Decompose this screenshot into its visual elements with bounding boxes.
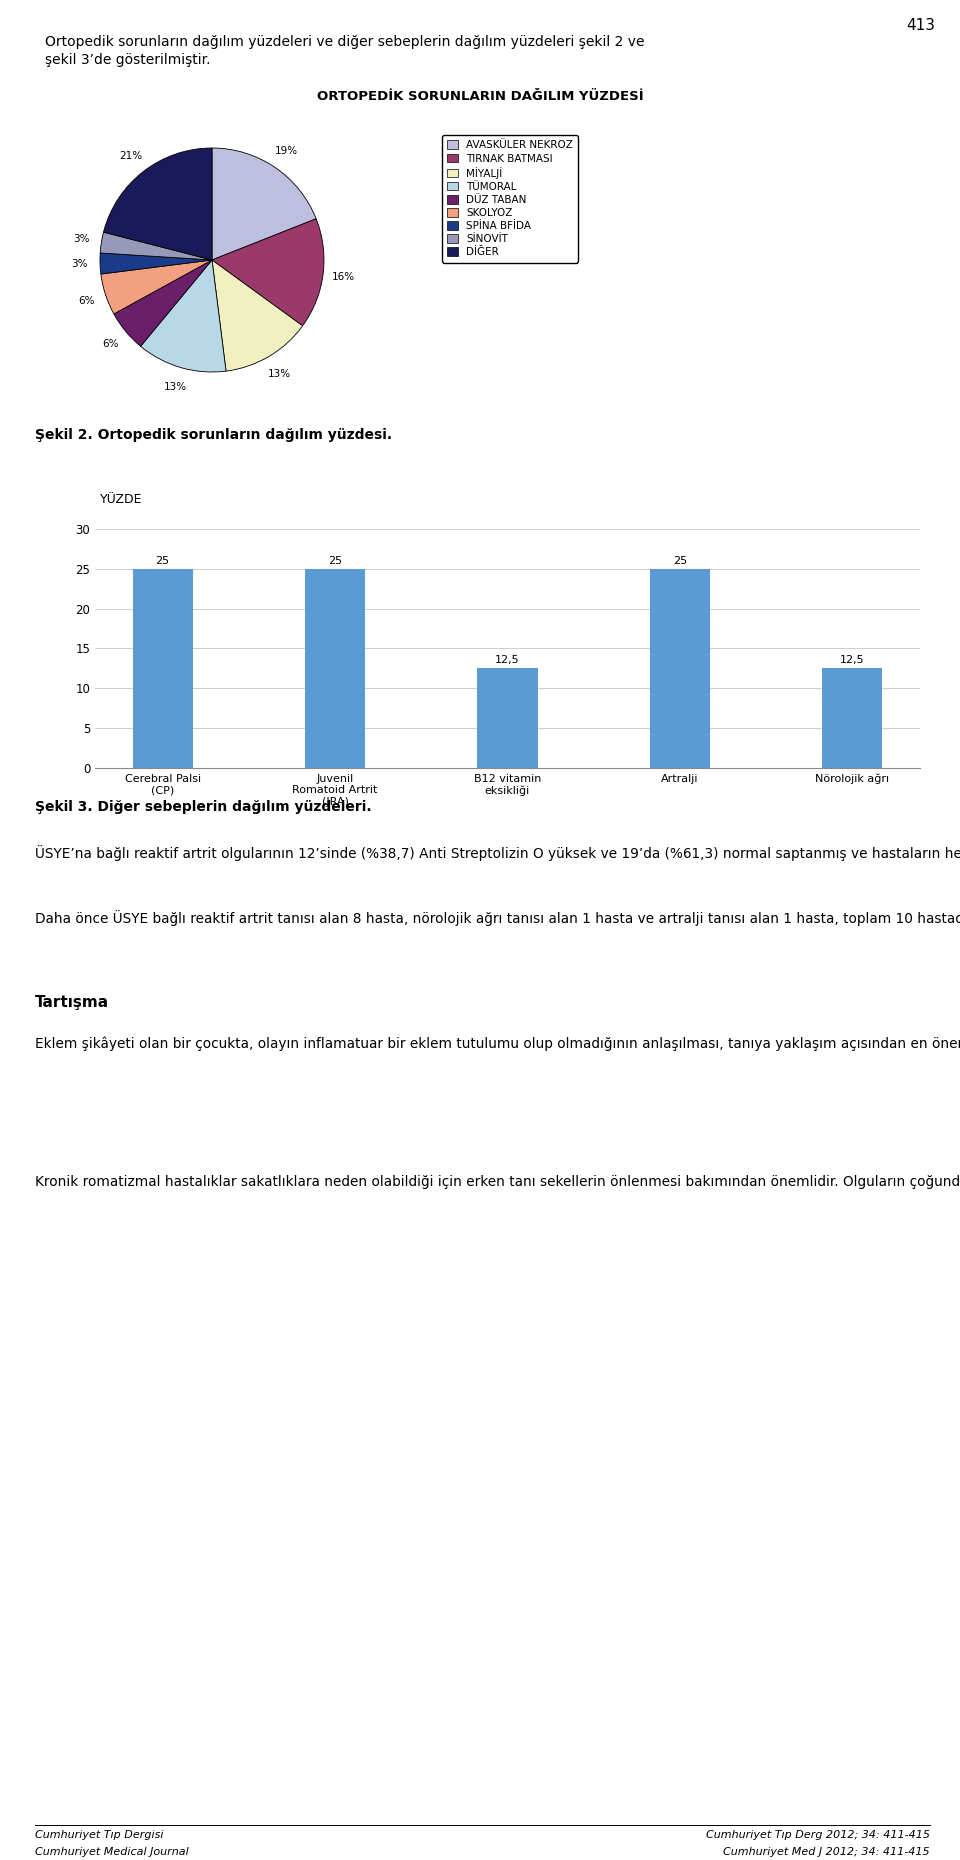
Text: Şekil 2. Ortopedik sorunların dağılım yüzdesi.: Şekil 2. Ortopedik sorunların dağılım yü…	[35, 428, 392, 443]
Text: Daha önce ÜSYE bağlı reaktif artrit tanısı alan 8 hasta, nörolojik ağrı tanısı a: Daha önce ÜSYE bağlı reaktif artrit tanı…	[35, 910, 960, 926]
Text: Tartışma: Tartışma	[35, 995, 109, 1010]
Text: 3%: 3%	[72, 259, 88, 270]
Text: Eklem şikâyeti olan bir çocukta, olayın inflamatuar bir eklem tutulumu olup olma: Eklem şikâyeti olan bir çocukta, olayın …	[35, 1034, 960, 1051]
Text: ORTOPEDİK SORUNLARIN DAĞILIM YÜZDESİ: ORTOPEDİK SORUNLARIN DAĞILIM YÜZDESİ	[317, 89, 643, 102]
Text: 12,5: 12,5	[840, 655, 865, 666]
Text: 16%: 16%	[331, 272, 354, 281]
Text: 25: 25	[156, 556, 170, 565]
Text: 6%: 6%	[102, 339, 118, 350]
Text: 13%: 13%	[163, 381, 186, 392]
Bar	[132, 569, 193, 768]
Text: Cumhuriyet Tıp Dergisi: Cumhuriyet Tıp Dergisi	[35, 1830, 163, 1840]
Text: 25: 25	[328, 556, 342, 565]
Bar	[650, 569, 710, 768]
Text: Cumhuriyet Medical Journal: Cumhuriyet Medical Journal	[35, 1847, 189, 1856]
Text: 6%: 6%	[78, 296, 94, 305]
Text: 12,5: 12,5	[495, 655, 519, 666]
Text: YÜZDE: YÜZDE	[100, 493, 142, 506]
Wedge shape	[114, 260, 212, 346]
Bar	[477, 668, 538, 768]
Text: Cumhuriyet Tıp Derg 2012; 34: 411-415: Cumhuriyet Tıp Derg 2012; 34: 411-415	[706, 1830, 930, 1840]
Text: 3%: 3%	[73, 234, 89, 244]
Wedge shape	[100, 253, 212, 273]
Text: 25: 25	[673, 556, 687, 565]
Text: 13%: 13%	[268, 368, 291, 379]
Text: 21%: 21%	[119, 151, 143, 160]
Text: 19%: 19%	[275, 145, 298, 156]
Wedge shape	[140, 260, 226, 372]
Wedge shape	[101, 260, 212, 314]
Legend: AVASKÜLER NEKROZ, TIRNAK BATMASI, MİYALJİ, TÜMORAL, DÜZ TABAN, SKOLYOZ, SPİNA BF: AVASKÜLER NEKROZ, TIRNAK BATMASI, MİYALJ…	[443, 136, 578, 262]
Bar	[822, 668, 882, 768]
Text: Kronik romatizmal hastalıklar sakatlıklara neden olabildiği için erken tanı seke: Kronik romatizmal hastalıklar sakatlıkla…	[35, 1176, 960, 1189]
Bar	[305, 569, 365, 768]
Text: 413: 413	[906, 19, 935, 33]
Wedge shape	[104, 149, 212, 260]
Wedge shape	[212, 149, 316, 260]
Text: Ortopedik sorunların dağılım yüzdeleri ve diğer sebeplerin dağılım yüzdeleri şek: Ortopedik sorunların dağılım yüzdeleri v…	[45, 35, 644, 67]
Text: ÜSYE’na bağlı reaktif artrit olgularının 12’sinde (%38,7) Anti Streptolizin O yü: ÜSYE’na bağlı reaktif artrit olgularının…	[35, 844, 960, 861]
Wedge shape	[212, 219, 324, 326]
Text: Cumhuriyet Med J 2012; 34: 411-415: Cumhuriyet Med J 2012; 34: 411-415	[724, 1847, 930, 1856]
Text: Şekil 3. Diğer sebeplerin dağılım yüzdeleri.: Şekil 3. Diğer sebeplerin dağılım yüzdel…	[35, 800, 372, 815]
Wedge shape	[100, 232, 212, 260]
Wedge shape	[212, 260, 302, 372]
